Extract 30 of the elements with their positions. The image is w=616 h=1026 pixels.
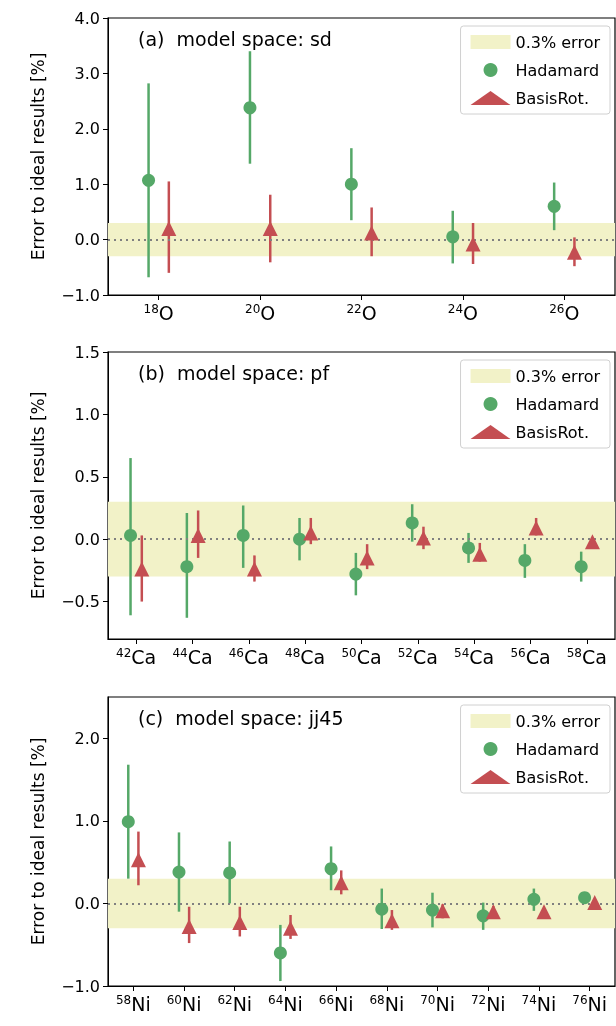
y-tick-label: −1.0 xyxy=(61,976,100,996)
y-tick-label: 4.0 xyxy=(74,8,100,28)
y-tick-label: −1.0 xyxy=(61,285,100,305)
legend-label: BasisRot. xyxy=(515,88,589,108)
legend-label: 0.3% error xyxy=(515,366,601,386)
y-tick-label: 0.5 xyxy=(74,467,100,487)
legend-label: Hadamard xyxy=(515,60,600,80)
y-tick-label: 0.0 xyxy=(74,529,100,549)
text: (c) model space: jj45 xyxy=(138,706,344,729)
y-tick-label: 1.0 xyxy=(74,174,100,194)
legend-label: BasisRot. xyxy=(515,422,589,442)
legend-label: 0.3% error xyxy=(515,32,601,52)
y-tick-label: 2.0 xyxy=(74,728,100,748)
legend-label: 0.3% error xyxy=(515,711,601,731)
y-tick-label: 1.0 xyxy=(74,404,100,424)
legend-label: BasisRot. xyxy=(515,767,589,787)
y-tick-label: 3.0 xyxy=(74,63,100,83)
y-tick-label: 2.0 xyxy=(74,119,100,139)
y-axis-title: Error to ideal results [%] xyxy=(27,737,48,946)
text: (b) model space: pf xyxy=(138,361,331,384)
y-tick-label: 1.5 xyxy=(74,342,100,362)
y-tick-label: 1.0 xyxy=(74,811,100,831)
y-tick-label: 0.0 xyxy=(74,230,100,250)
legend-label: Hadamard xyxy=(515,394,600,414)
y-tick-label: 0.0 xyxy=(74,893,100,913)
y-axis-title: Error to ideal results [%] xyxy=(27,391,48,600)
y-tick-label: −0.5 xyxy=(61,592,100,612)
text: (a) model space: sd xyxy=(138,27,332,50)
y-axis-title: Error to ideal results [%] xyxy=(27,52,48,261)
legend-label: Hadamard xyxy=(515,739,600,759)
